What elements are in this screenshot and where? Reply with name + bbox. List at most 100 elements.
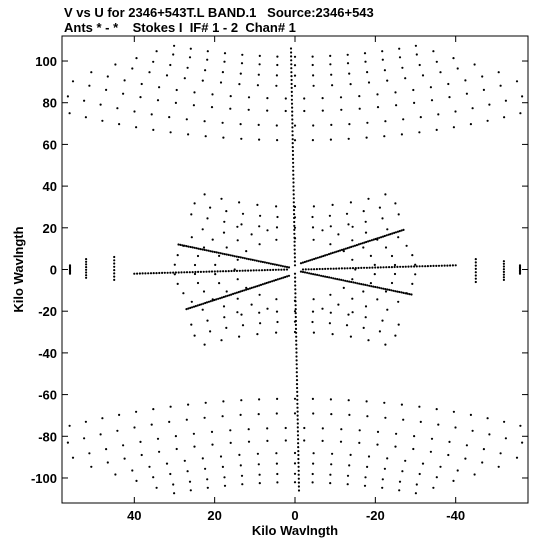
uv-track-point [291, 146, 294, 149]
uv-arc-point [329, 293, 332, 296]
uv-track-point [252, 269, 255, 272]
uv-track-point [398, 230, 401, 233]
uv-arc-point [378, 330, 381, 333]
y-tick-label: 80 [43, 96, 57, 111]
uv-arc-point [293, 216, 297, 219]
uv-arc-point [206, 478, 209, 481]
uv-track-point [226, 294, 229, 297]
uv-arc-point [122, 444, 125, 447]
uv-arc-point [452, 126, 455, 129]
uv-arc-point [311, 320, 314, 324]
uv-track-point [222, 270, 225, 273]
uv-track-point [320, 255, 323, 258]
uv-track-point [331, 251, 334, 254]
x-tick-label: -40 [446, 508, 465, 523]
uv-arc-point [293, 320, 297, 323]
uv-track-point [254, 285, 257, 288]
uv-track-point [295, 339, 298, 342]
uv-arc-point [155, 50, 158, 53]
uv-arc-point [311, 481, 314, 484]
uv-column-point [474, 280, 477, 284]
uv-arc-point [312, 452, 315, 455]
uv-arc-point [221, 121, 224, 124]
uv-arc-point [503, 116, 506, 119]
uv-arc-point [241, 483, 244, 486]
uv-arc-point [222, 136, 225, 139]
uv-arc-point [348, 72, 351, 75]
uv-arc-point [331, 333, 334, 336]
uv-track-point [402, 228, 405, 231]
uv-track-point [415, 265, 418, 268]
y-axis-label: Kilo Wavlngth [11, 226, 26, 312]
uv-arc-point [175, 88, 178, 92]
uv-arc-point [218, 282, 221, 285]
uv-track-point [305, 260, 308, 263]
uv-track-point [293, 264, 297, 267]
uv-arc-point [257, 463, 260, 466]
uv-track-point [296, 418, 299, 421]
uv-track-point [396, 265, 399, 268]
uv-track-point [273, 279, 276, 282]
uv-arc-point [214, 263, 217, 266]
uv-arc-point [418, 472, 421, 476]
uv-track-point [192, 305, 196, 308]
uv-arc-point [135, 126, 138, 129]
uv-arc-point [497, 71, 500, 74]
uv-track-point [443, 264, 446, 267]
uv-arc-point [258, 482, 261, 485]
uv-track-point [295, 355, 298, 358]
uv-arc-point [448, 440, 451, 443]
uv-track-point [357, 243, 360, 246]
uv-arc-point [220, 339, 223, 342]
uv-arc-point [266, 109, 269, 112]
uv-arc-point [329, 138, 332, 141]
uv-track-point [191, 271, 194, 274]
uv-arc-point [293, 237, 297, 240]
uv-arc-point [152, 60, 155, 63]
uv-column-point [85, 263, 88, 266]
uv-arc-point [354, 268, 357, 271]
uv-arc-point [193, 202, 196, 205]
uv-arc-point [497, 465, 500, 468]
uv-arc-point [196, 254, 200, 258]
uv-arc-point [266, 97, 269, 100]
uv-arc-point [284, 97, 287, 100]
uv-track-point [336, 278, 339, 281]
uv-arc-point [384, 343, 387, 346]
uv-arc-point [328, 214, 331, 217]
uv-track-point [293, 248, 296, 251]
uv-arc-point [321, 229, 324, 232]
uv-arc-point [347, 313, 350, 316]
uv-arc-point [172, 483, 175, 486]
uv-track-point [396, 230, 399, 233]
uv-arc-point [131, 469, 134, 472]
uv-track-point [269, 280, 272, 283]
uv-track-point [249, 269, 252, 272]
uv-track-point [342, 279, 345, 282]
uv-track-point [384, 288, 387, 291]
uv-track-point [340, 267, 343, 270]
uv-track-point [291, 106, 294, 109]
uv-arc-point [329, 225, 332, 228]
uv-arc-point [342, 286, 345, 289]
uv-arc-point [430, 437, 434, 440]
uv-arc-point [488, 433, 491, 436]
uv-arc-point [169, 131, 172, 134]
uv-arc-point [189, 489, 192, 492]
uv-column-point [85, 258, 88, 261]
uv-track-point [324, 267, 327, 270]
uv-arc-point [105, 448, 108, 451]
uv-arc-point [247, 428, 250, 431]
uv-track-point [222, 295, 225, 299]
uv-arc-point [156, 437, 160, 440]
uv-arc-point [187, 403, 190, 406]
uv-track-point [328, 276, 331, 279]
uv-track-point [287, 274, 291, 277]
uv-track-point [296, 422, 299, 425]
uv-arc-point [329, 54, 332, 58]
uv-arc-point [258, 398, 261, 401]
uv-arc-point [210, 106, 214, 109]
uv-arc-point [233, 268, 236, 271]
uv-track-point [380, 236, 383, 239]
uv-track-point [255, 259, 258, 262]
